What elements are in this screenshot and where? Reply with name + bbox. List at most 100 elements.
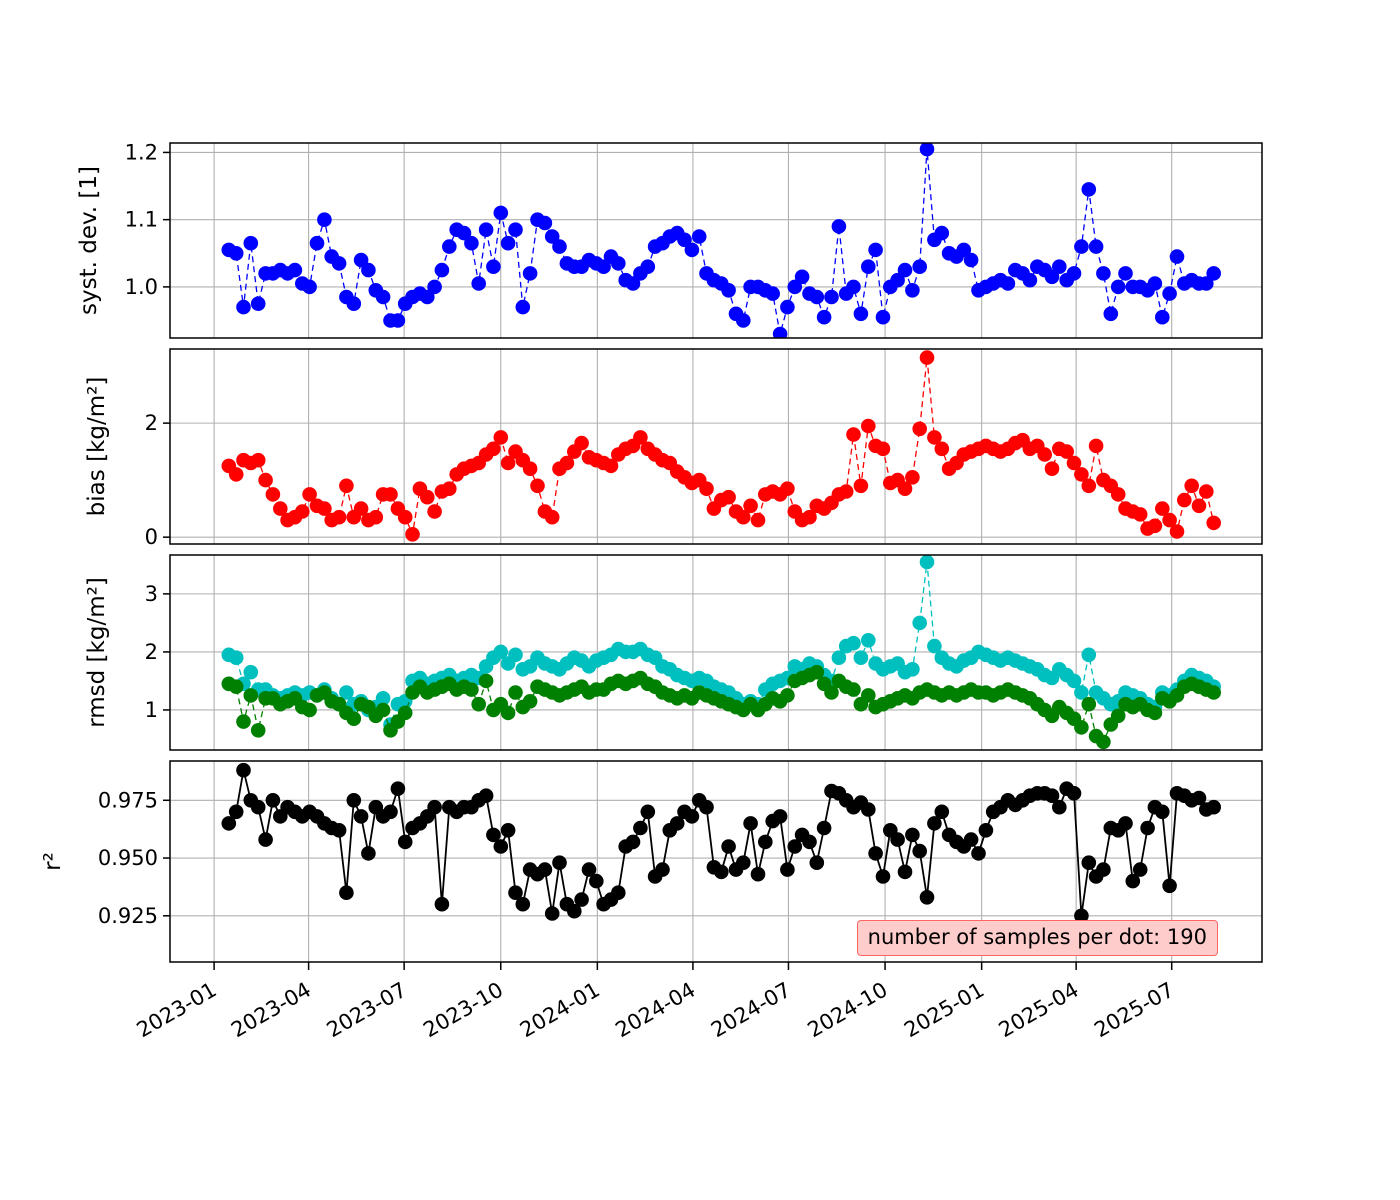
data-point [273,501,288,516]
data-point [875,309,891,325]
data-point [420,289,435,305]
data-point [1206,266,1221,281]
data-point [1052,259,1067,275]
data-point [250,296,266,312]
data-point [302,702,317,718]
data-point [714,864,729,880]
data-point [339,478,354,494]
data-point [1059,444,1074,459]
data-point [331,509,347,525]
data-point [478,222,494,237]
data-point [912,259,927,275]
data-point [500,823,516,838]
data-point [677,232,692,248]
data-point [919,143,935,157]
data-point [397,705,413,721]
data-point [221,816,237,831]
data-point [486,259,501,275]
data-point [383,804,398,820]
data-point [1081,855,1097,870]
data-point [853,478,869,494]
data-point [508,685,523,700]
data-point [442,481,457,497]
data-point [772,326,788,338]
data-point [339,685,354,700]
data-point [1103,306,1119,322]
data-point [228,650,244,665]
data-point [861,802,876,817]
data-point [537,862,553,877]
data-point [905,283,920,298]
data-point [897,481,913,497]
data-point [1088,239,1104,254]
x-tick-label: 2023-04 [227,978,315,1043]
data-point [1000,276,1016,291]
data-point [861,259,876,275]
data-point [1066,673,1082,689]
data-point [420,489,435,505]
data-point [515,896,531,912]
x-tick-label: 2024-07 [707,978,795,1043]
data-point [721,283,736,298]
data-point [736,855,751,870]
data-point [912,843,927,859]
data-point [846,682,861,697]
data-point [780,688,795,703]
data-point [1066,786,1082,801]
data-point [1118,266,1133,281]
panel-border [169,348,1263,545]
data-point [1169,524,1185,539]
data-point [456,225,472,241]
data-point [765,286,780,301]
data-point [971,846,986,861]
data-point [802,834,817,850]
data-point [500,705,516,721]
data-point [846,427,861,442]
data-point [861,418,876,434]
panel-border [169,554,1263,751]
data-point [346,711,362,726]
data-point [486,441,501,457]
data-point [589,873,604,889]
data-point [331,823,347,838]
data-point [838,484,854,499]
series-r2 [221,762,1221,924]
x-tick-label: 2024-10 [804,978,892,1043]
data-point [471,696,487,712]
data-point [927,638,942,654]
data-point [1110,487,1126,502]
data-point [669,816,685,831]
data-point [596,259,611,275]
data-point [243,688,259,703]
data-point [486,827,501,843]
x-tick-label: 2024-04 [611,978,699,1043]
data-point [603,458,619,474]
data-point [427,504,442,519]
data-point [236,762,251,778]
data-point [537,215,553,231]
data-point [228,804,244,820]
data-point [1022,272,1038,288]
data-point [243,235,259,251]
data-point [405,527,420,542]
data-point [794,269,810,285]
data-point [471,276,487,291]
y-tick-label: 0 [145,525,158,549]
y-tick-label: 2 [145,411,158,435]
data-point [772,809,788,824]
data-point [787,839,803,854]
data-point [633,430,648,445]
data-point [567,903,582,919]
data-point [530,478,545,494]
y-axis-label: bias [kg/m²] [84,377,110,517]
data-point [1052,799,1067,815]
data-point [758,834,773,850]
data-point [890,832,905,847]
data-point [699,481,714,497]
x-tick-label: 2025-07 [1090,978,1178,1043]
data-point [390,781,406,796]
data-point [780,299,795,315]
data-point [1044,461,1060,477]
data-point [1147,705,1163,721]
